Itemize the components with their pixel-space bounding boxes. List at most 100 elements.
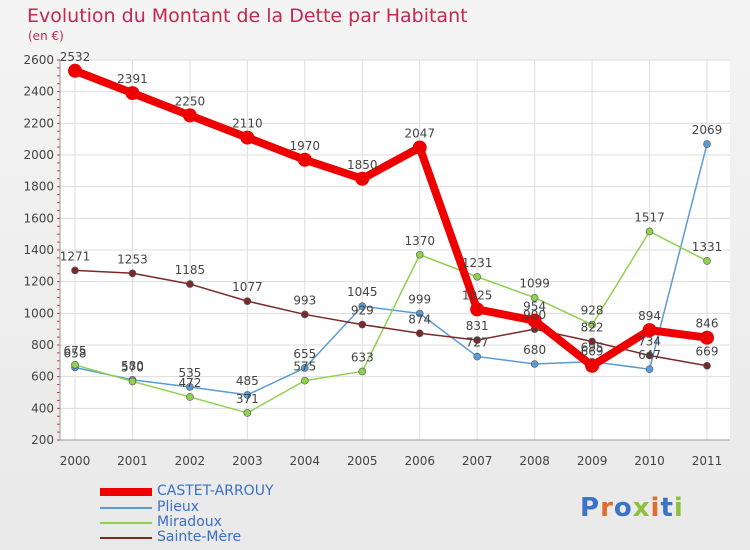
data-point [71,360,79,369]
y-tick-label: 1200 [23,275,54,289]
data-label: 894 [638,309,661,323]
data-label: 580 [121,359,144,373]
data-label: 734 [638,334,661,348]
y-tick-label: 800 [31,338,54,352]
logo-letter: i [650,493,661,523]
x-tick-label: 2007 [462,454,493,468]
data-label: 993 [293,293,316,307]
data-label: 575 [293,360,316,374]
data-point [588,337,596,346]
x-tick-label: 2005 [347,454,378,468]
data-label: 1099 [519,277,550,291]
x-tick-label: 2011 [692,454,723,468]
chart-title: Evolution du Montant de la Dette par Hab… [27,5,468,27]
data-point [585,358,600,373]
y-tick-label: 1000 [23,306,54,320]
data-point [186,393,194,401]
data-label: 874 [408,312,431,326]
y-tick-label: 400 [31,401,54,415]
data-point [470,302,485,317]
logo-letter: r [600,493,614,523]
data-label: 675 [64,344,87,358]
data-label: 999 [408,292,431,306]
data-label: 1370 [404,234,435,248]
data-point [645,365,654,374]
proxiti-logo: Proxiti [580,493,684,523]
data-label: 900 [523,308,546,322]
data-point [703,140,711,148]
legend-label: Sainte-Mère [157,529,242,545]
data-point [415,329,424,338]
data-label: 2047 [404,127,435,141]
data-point [703,361,711,370]
data-label: 669 [581,345,604,359]
data-label: 647 [638,348,661,362]
data-point [703,257,711,265]
data-point [358,367,367,376]
legend-swatch [100,488,152,496]
data-label: 1253 [117,252,148,266]
y-tick-label: 200 [31,433,54,447]
data-point [415,309,424,318]
y-tick-label: 600 [31,370,54,384]
data-point [71,266,79,275]
data-point [530,360,539,368]
data-point [243,409,252,417]
data-label: 485 [236,374,259,388]
data-point [243,297,252,305]
data-point [182,108,197,123]
data-label: 727 [466,336,489,350]
y-unit-label: (en €) [28,29,64,43]
data-point [125,86,140,101]
data-point [68,63,82,78]
legend-label: Miradoux [157,514,222,530]
data-label: 658 [64,346,87,360]
data-label: 2069 [692,123,723,137]
data-label: 1271 [60,249,91,263]
data-point [243,391,252,399]
data-label: 2391 [117,72,148,86]
data-label: 1025 [462,288,493,302]
data-label: 1231 [462,256,493,270]
data-point [412,140,427,155]
data-label: 954 [523,300,546,314]
y-tick-label: 2600 [23,53,54,67]
series-line [74,230,708,414]
data-point [473,272,481,281]
logo-letter: x [632,493,651,523]
x-tick-label: 2010 [634,454,665,468]
y-tick-label: 2200 [23,116,54,130]
data-label: 1850 [347,158,378,172]
data-label: 2250 [175,94,206,108]
data-point [301,376,309,385]
data-point [588,320,596,329]
data-label: 535 [178,366,201,380]
logo-letter: i [673,493,684,523]
data-point [645,351,654,360]
data-point [355,171,370,186]
data-label: 928 [581,304,604,318]
data-point [358,302,367,311]
y-tick-label: 1600 [23,211,54,225]
legend-swatch [100,537,152,539]
y-tick-label: 2000 [23,148,54,162]
data-label: 1517 [634,210,665,224]
data-point [358,320,367,329]
data-point [527,313,542,328]
data-point [473,352,481,361]
y-tick-label: 2400 [23,85,54,99]
data-point [473,336,481,344]
data-label: 831 [466,319,489,333]
data-label: 655 [293,347,316,361]
logo-letter: t [660,493,674,523]
x-tick-label: 2002 [175,454,206,468]
x-tick-label: 2001 [117,454,148,468]
x-tick-label: 2003 [232,454,263,468]
series-line [73,67,708,370]
data-label: 633 [351,350,374,364]
data-label: 669 [696,345,719,359]
data-point [240,130,255,145]
data-point [642,323,657,338]
x-tick-label: 2008 [519,454,550,468]
